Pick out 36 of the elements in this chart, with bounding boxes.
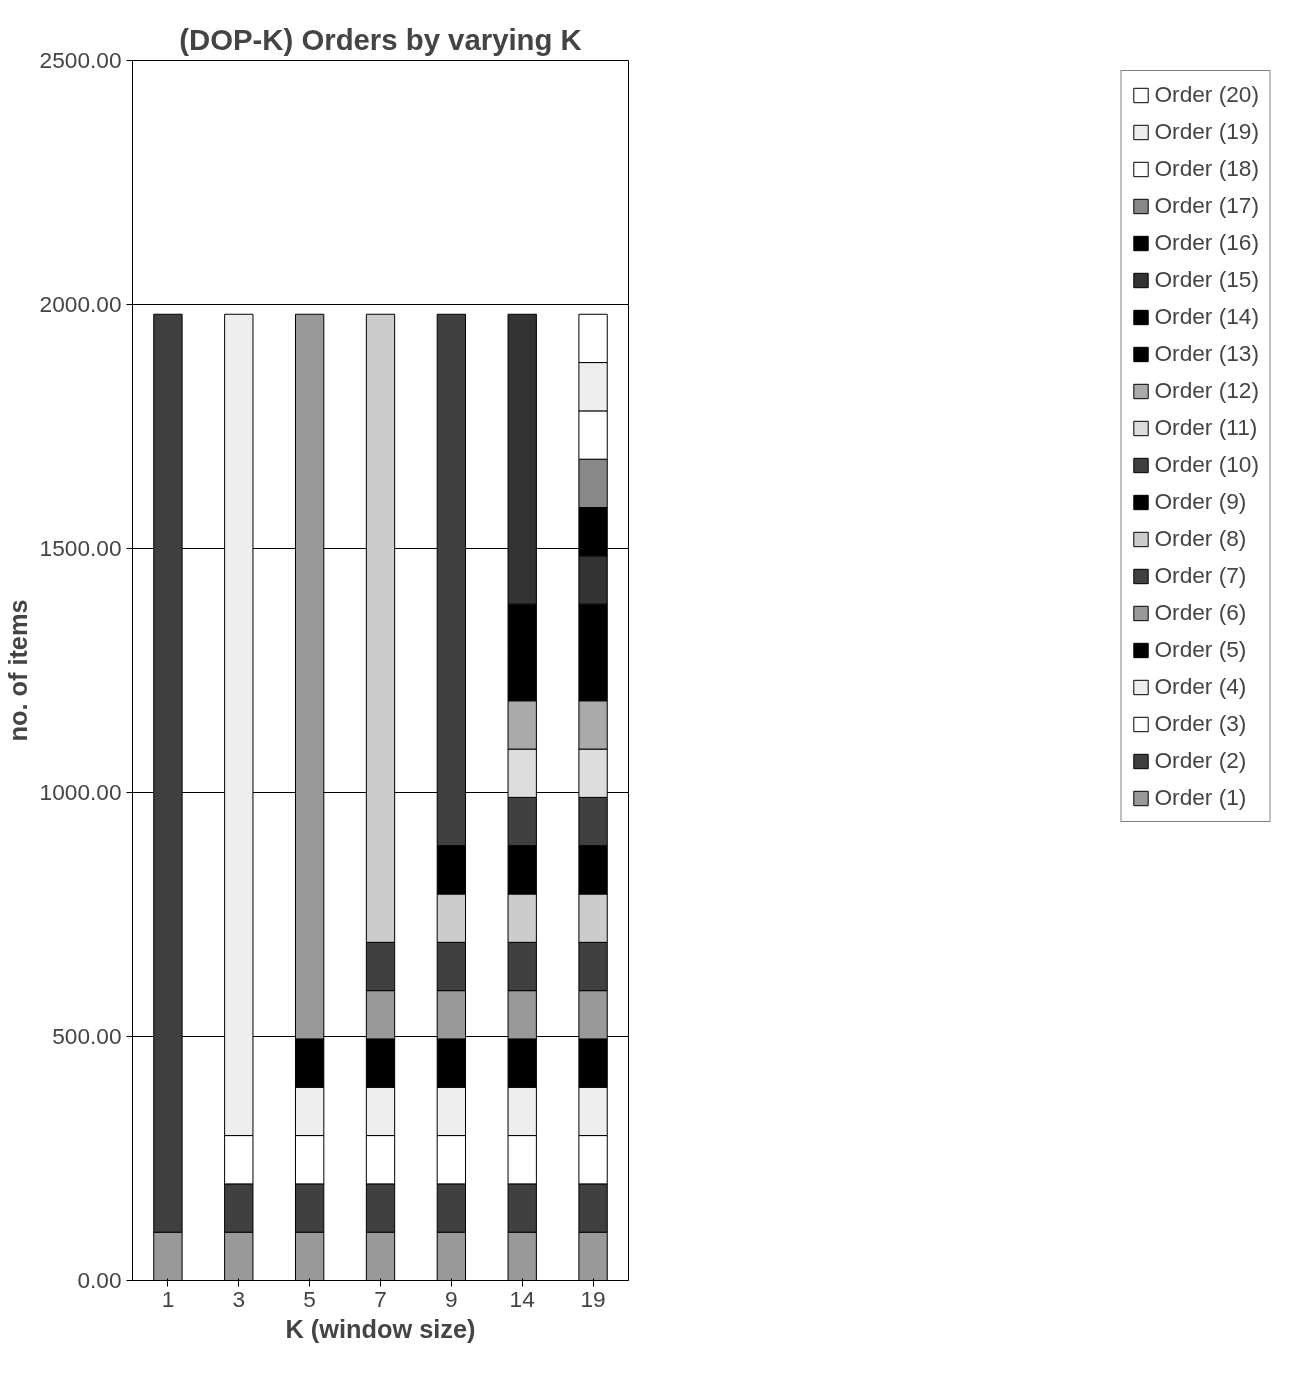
legend-label: Order (5) bbox=[1154, 636, 1247, 663]
legend-label: Order (13) bbox=[1154, 340, 1259, 367]
legend-label: Order (4) bbox=[1154, 673, 1247, 700]
legend-label: Order (10) bbox=[1154, 451, 1259, 478]
legend-label: Order (7) bbox=[1154, 562, 1247, 589]
legend-label: Order (3) bbox=[1154, 710, 1247, 737]
legend-label: Order (18) bbox=[1154, 155, 1259, 182]
legend-label: Order (20) bbox=[1154, 81, 1259, 108]
legend-label: Order (1) bbox=[1154, 784, 1247, 811]
y-tick-label: 2500.00 bbox=[39, 47, 122, 73]
y-axis-title: no. of items bbox=[3, 599, 32, 742]
y-tick-label: 2000.00 bbox=[39, 291, 122, 317]
legend-label: Order (8) bbox=[1154, 525, 1247, 552]
x-tick-label: 3 bbox=[232, 1285, 246, 1312]
x-tick-label: 19 bbox=[580, 1285, 606, 1312]
y-tick-label: 1000.00 bbox=[39, 779, 122, 805]
legend-label: Order (9) bbox=[1154, 488, 1247, 515]
y-tick-label: 500.00 bbox=[52, 1023, 122, 1049]
x-tick-label: 7 bbox=[374, 1285, 387, 1312]
legend-label: Order (6) bbox=[1154, 599, 1247, 626]
legend-label: Order (14) bbox=[1154, 303, 1259, 330]
legend-label: Order (2) bbox=[1154, 747, 1247, 774]
y-tick-label: 0.00 bbox=[77, 1267, 122, 1293]
x-axis-title: K (window size) bbox=[285, 1314, 476, 1343]
legend-label: Order (19) bbox=[1154, 118, 1259, 145]
legend-label: Order (12) bbox=[1154, 377, 1259, 404]
chart-title: (DOP-K) Orders by varying K bbox=[179, 22, 582, 56]
y-tick-label: 1500.00 bbox=[39, 535, 122, 561]
legend-label: Order (17) bbox=[1154, 192, 1259, 219]
legend-label: Order (11) bbox=[1154, 414, 1258, 441]
x-tick-label: 1 bbox=[161, 1285, 175, 1312]
x-tick-label: 5 bbox=[303, 1285, 316, 1312]
legend-label: Order (15) bbox=[1154, 266, 1259, 293]
legend-label: Order (16) bbox=[1154, 229, 1259, 256]
x-tick-label: 9 bbox=[445, 1285, 458, 1312]
x-tick-label: 14 bbox=[509, 1285, 535, 1312]
